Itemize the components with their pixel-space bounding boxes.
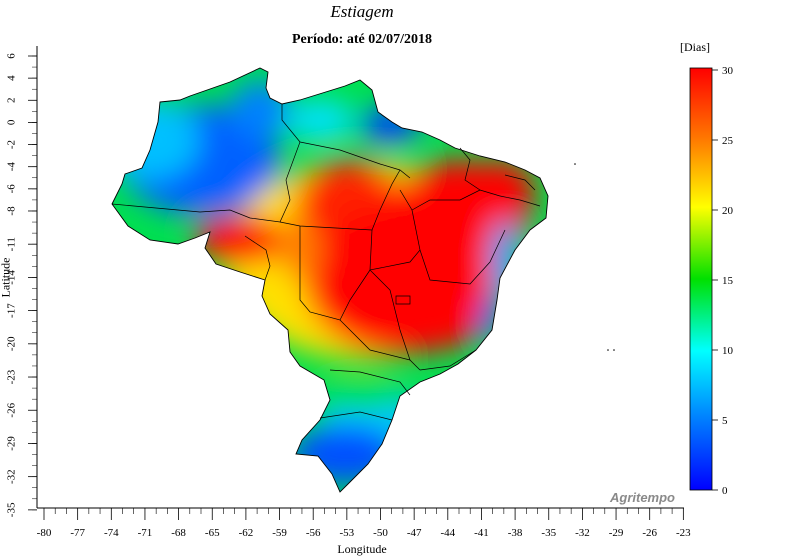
x-tick-label: -32 <box>575 527 590 539</box>
x-tick-label: -29 <box>609 527 624 539</box>
legend-tick-label: 25 <box>722 135 734 147</box>
y-tick-label: -26 <box>6 402 18 417</box>
x-tick-label: -47 <box>407 527 422 539</box>
legend-tick-label: 30 <box>722 65 734 77</box>
x-axis-label: Longitude <box>337 542 387 556</box>
y-tick-label: -4 <box>6 162 18 172</box>
x-tick-label: -68 <box>171 527 186 539</box>
x-tick-label: -77 <box>70 527 85 539</box>
x-tick-label: -23 <box>676 527 691 539</box>
y-tick-label: -17 <box>6 303 18 318</box>
y-ticks: 6 4 2 0 -2 -4 -6 -8 -11 -14 -17 -20 -23 -26 -29 -32 -35 <box>6 53 37 517</box>
x-tick-label: -50 <box>373 527 388 539</box>
legend-tick-label: 10 <box>722 345 734 357</box>
y-tick-label: -8 <box>6 206 18 216</box>
island-dot <box>574 163 576 165</box>
agritempo-logo: Agritempo <box>610 490 675 505</box>
x-tick-label: -26 <box>642 527 657 539</box>
x-tick-label: -65 <box>205 527 220 539</box>
y-tick-label: -35 <box>6 502 18 517</box>
x-tick-label: -80 <box>37 527 52 539</box>
y-tick-label: -23 <box>6 369 18 384</box>
legend-tick-label: 0 <box>722 485 728 497</box>
drought-map-field <box>112 68 548 492</box>
x-tick-label: -38 <box>508 527 523 539</box>
y-tick-label: -14 <box>6 270 18 285</box>
x-tick-label: -44 <box>440 527 455 539</box>
x-tick-label: -35 <box>541 527 556 539</box>
y-tick-label: -6 <box>6 184 18 194</box>
island-dot <box>613 349 615 351</box>
y-tick-label: -2 <box>6 140 18 149</box>
legend-colorbar <box>689 67 713 491</box>
x-tick-label: -56 <box>306 527 321 539</box>
legend-tick-label: 15 <box>722 275 734 287</box>
y-tick-label: -11 <box>6 237 18 251</box>
legend-ticks: 30 25 20 15 10 5 0 <box>712 65 734 497</box>
x-tick-label: -71 <box>138 527 153 539</box>
state-borders <box>111 104 541 421</box>
y-tick-label: -20 <box>6 336 18 351</box>
legend-unit: [Dias] <box>680 40 710 54</box>
x-tick-label: -62 <box>239 527 254 539</box>
legend-tick-label: 20 <box>722 205 734 217</box>
legend-tick-label: 5 <box>722 415 728 427</box>
x-tick-label: -41 <box>474 527 489 539</box>
x-tick-label: -59 <box>272 527 287 539</box>
map-title: Estiagem <box>330 2 394 21</box>
y-tick-label: 2 <box>6 98 18 104</box>
y-tick-label: 6 <box>6 53 18 59</box>
x-ticks: -80 -77 -74 -71 -68 -65 -62 -59 -56 -53 -50 -47 -44 -… <box>37 508 691 539</box>
map-subtitle: Período: até 02/07/2018 <box>292 32 432 47</box>
y-tick-label: 0 <box>6 119 18 125</box>
x-tick-label: -53 <box>340 527 355 539</box>
y-tick-label: -29 <box>6 436 18 451</box>
y-tick-label: 4 <box>6 75 18 81</box>
x-tick-label: -74 <box>104 527 119 539</box>
island-dot <box>607 349 609 351</box>
y-tick-label: -32 <box>6 469 18 484</box>
